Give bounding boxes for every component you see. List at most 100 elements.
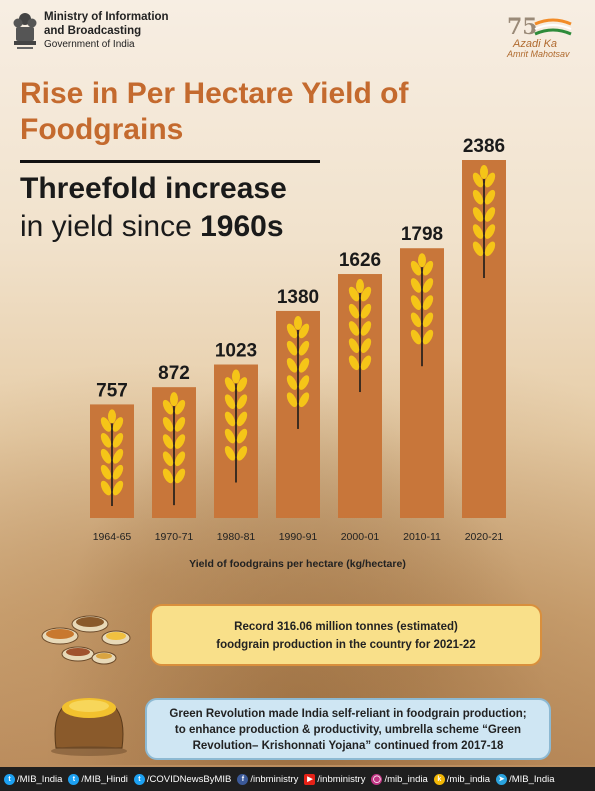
subtitle-line2-bold: 1960s [200, 210, 284, 243]
wheat-grain [348, 338, 360, 353]
wheat-grain [170, 392, 178, 407]
logo-line2: Amrit Mahotsav [507, 49, 570, 59]
subtitle-line2: in yield since 1960s [20, 210, 284, 244]
ministry-header: Ministry of Information and Broadcasting… [12, 10, 169, 52]
social-footer: t/MIB_India t/MIB_Hindi t/COVIDNewsByMIB… [0, 767, 595, 791]
wheat-grain [418, 253, 426, 268]
data-label: 757 [96, 380, 128, 401]
data-label: 1626 [339, 250, 381, 271]
wheat-grain [360, 355, 372, 371]
social-handle[interactable]: k/mib_india [433, 773, 491, 785]
handle-text: /MIB_India [17, 773, 63, 785]
wheat-grain [484, 189, 496, 205]
wheat-grain [422, 278, 434, 293]
handle-text: /inbministry [317, 773, 366, 785]
x-tick-label: 2010-11 [403, 531, 441, 543]
wheat-grain [484, 172, 496, 188]
wheat-grain [100, 464, 112, 480]
data-label: 1023 [215, 341, 257, 362]
wheat-grain [360, 303, 372, 319]
data-label: 2386 [463, 136, 505, 157]
wheat-grain [112, 464, 124, 480]
wheat-grain [112, 417, 124, 432]
x-tick-label: 2020-21 [465, 531, 504, 543]
production-record-callout: Record 316.06 million tonnes (estimated)… [150, 604, 542, 666]
social-handle[interactable]: t/MIB_India [4, 773, 63, 785]
wheat-grain [298, 340, 310, 356]
wheat-grain [236, 377, 248, 392]
wheat-grain [174, 434, 186, 449]
wheat-grain [286, 323, 298, 339]
wheat-grain [236, 394, 248, 410]
logo-line1: Azadi Ka [513, 38, 558, 50]
wheat-grain [174, 417, 186, 432]
wheat-grain [112, 480, 124, 496]
wheat-grain [484, 207, 496, 222]
wheat-grain [472, 224, 484, 239]
wheat-grain [422, 329, 434, 345]
page-title: Rise in Per Hectare Yield of Foodgrains [20, 77, 409, 146]
wheat-grain [162, 451, 174, 467]
social-handle[interactable]: f/inbministry [237, 773, 298, 785]
twitter-icon: t [68, 773, 80, 785]
x-tick-label: 1980-81 [217, 531, 256, 543]
social-handle[interactable]: ▶/inbministry [304, 773, 366, 785]
subtitle-line2-prefix: in yield since [20, 210, 201, 243]
wheat-grain [100, 448, 112, 464]
wheat-grain [100, 433, 112, 448]
logo-number: 75 [507, 14, 538, 40]
green-revolution-line3: Revolution– Krishonnati Yojana” continue… [192, 740, 504, 752]
wheat-grain [348, 321, 360, 336]
wheat-grain [298, 358, 310, 373]
wheat-grain [472, 207, 484, 222]
wheat-grain [100, 480, 112, 496]
instagram-icon: ◯ [371, 773, 383, 785]
wheat-grain [410, 278, 422, 293]
data-label: 1380 [277, 287, 319, 308]
wheat-grain [348, 286, 360, 302]
wheat-grain [162, 399, 174, 415]
wheat-grain [422, 312, 434, 328]
koo-icon: k [433, 773, 445, 785]
green-revolution-line1: Green Revolution made India self-reliant… [169, 708, 527, 720]
social-handle[interactable]: ➤/MIB_India [496, 773, 555, 785]
data-label: 1798 [401, 224, 443, 245]
wheat-grain [410, 260, 422, 276]
wheat-grain [286, 358, 298, 373]
wheat-grain [286, 340, 298, 356]
wheat-grain [348, 355, 360, 371]
wheat-grain [112, 448, 124, 464]
social-handle[interactable]: t/MIB_Hindi [68, 773, 128, 785]
wheat-grain [286, 375, 298, 390]
wheat-grain [472, 241, 484, 257]
x-tick-label: 2000-01 [341, 531, 380, 543]
wheat-grain [232, 369, 240, 384]
wheat-grain [162, 468, 174, 484]
wheat-grain [224, 394, 236, 410]
yield-bar-chart: 757 1964-65 872 1970-71 1023 1980-81 1380 1990-… [90, 136, 506, 543]
wheat-grain [298, 375, 310, 390]
handle-text: /MIB_Hindi [81, 773, 128, 785]
title-divider [20, 160, 320, 163]
social-handle[interactable]: t/COVIDNewsByMIB [133, 773, 232, 785]
wheat-grain [224, 445, 236, 461]
ministry-line2: and Broadcasting [44, 25, 142, 37]
azadi-ka-amrit-mahotsav-logo: 75 Azadi Ka Amrit Mahotsav [505, 14, 583, 60]
wheat-grain [422, 295, 434, 310]
youtube-icon: ▶ [304, 773, 316, 785]
wheat-grain [410, 329, 422, 345]
national-emblem-icon [13, 13, 37, 49]
handle-text: /mib_india [446, 773, 491, 785]
production-line2: foodgrain production in the country for … [216, 639, 476, 651]
social-handle[interactable]: ◯/mib_india [371, 773, 428, 785]
wheat-grain [360, 321, 372, 336]
wheat-grain [162, 417, 174, 432]
wheat-grain [236, 445, 248, 461]
wheat-grain [472, 172, 484, 188]
x-axis-title: Yield of foodgrains per hectare (kg/hect… [189, 558, 406, 570]
production-line1: Record 316.06 million tonnes (estimated) [234, 621, 458, 633]
wheat-grain [174, 468, 186, 484]
handle-text: /COVIDNewsByMIB [146, 773, 232, 785]
wheat-grain [112, 433, 124, 448]
wheat-grain [348, 303, 360, 319]
